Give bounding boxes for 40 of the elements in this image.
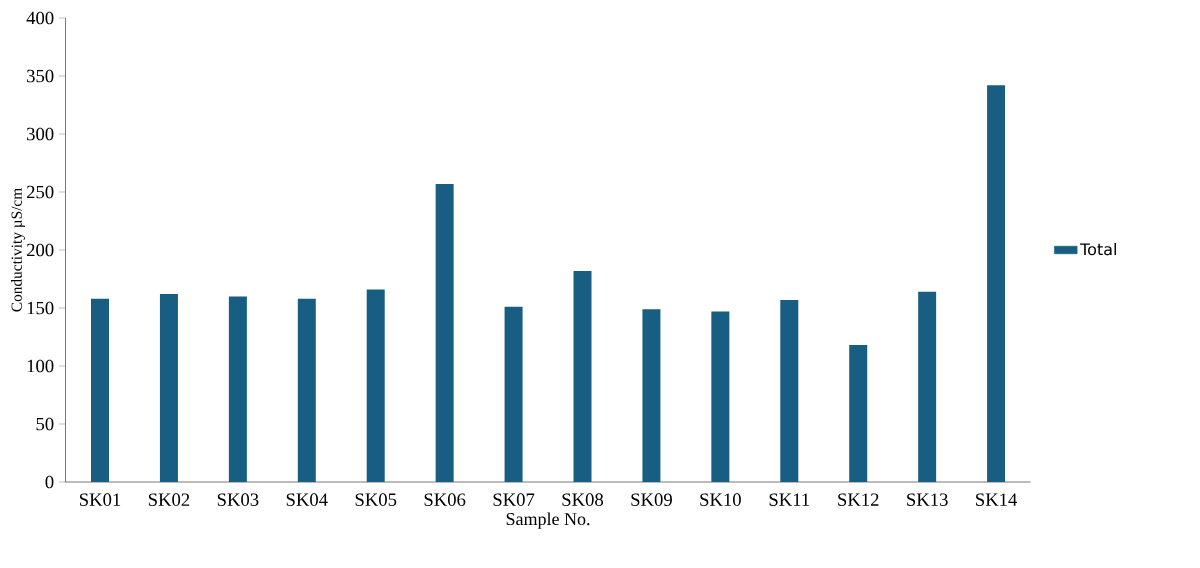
bar — [159, 294, 178, 482]
bar — [91, 298, 109, 482]
bar — [297, 298, 316, 482]
x-tick-label: SK02 — [148, 493, 190, 506]
bar — [780, 299, 799, 482]
bar — [435, 183, 454, 482]
x-tick-label: SK01 — [79, 493, 121, 506]
y-tick-label: 300 — [27, 127, 54, 141]
bar — [642, 309, 661, 482]
y-tick-label: 100 — [27, 359, 54, 373]
y-tick-label: 350 — [27, 69, 54, 83]
bar — [918, 291, 937, 482]
x-tick-label: SK05 — [355, 493, 397, 506]
x-axis-title: Sample No. — [506, 512, 590, 529]
bar — [366, 289, 385, 482]
y-tick-label: 250 — [26, 185, 54, 199]
x-tick-label: SK13 — [907, 493, 948, 506]
bar — [987, 85, 1006, 482]
bar — [573, 270, 592, 482]
bar — [849, 345, 868, 482]
y-tick-label: 50 — [36, 417, 54, 431]
bar — [504, 306, 523, 482]
x-tick-label: SK12 — [838, 493, 879, 506]
bar — [711, 311, 730, 482]
y-axis-title: Conductivity µS/cm — [11, 188, 25, 312]
x-tick-label: SK11 — [769, 493, 810, 506]
x-tick-label: SK08 — [562, 493, 604, 506]
x-tick-label: SK10 — [700, 493, 741, 506]
x-tick-label: SK04 — [286, 493, 328, 506]
x-tick-label: SK14 — [976, 493, 1018, 506]
bar — [228, 296, 247, 482]
y-tick-label: 150 — [27, 301, 54, 315]
x-tick-label: SK07 — [493, 493, 535, 506]
x-tick-label: SK03 — [217, 493, 259, 506]
x-tick-label: SK06 — [424, 493, 466, 506]
y-tick-label: 400 — [26, 11, 54, 25]
y-tick-label: 200 — [26, 243, 54, 257]
y-tick-label: 0 — [45, 475, 54, 489]
x-tick-label: SK09 — [631, 493, 672, 506]
legend-label: Total — [1080, 242, 1116, 256]
